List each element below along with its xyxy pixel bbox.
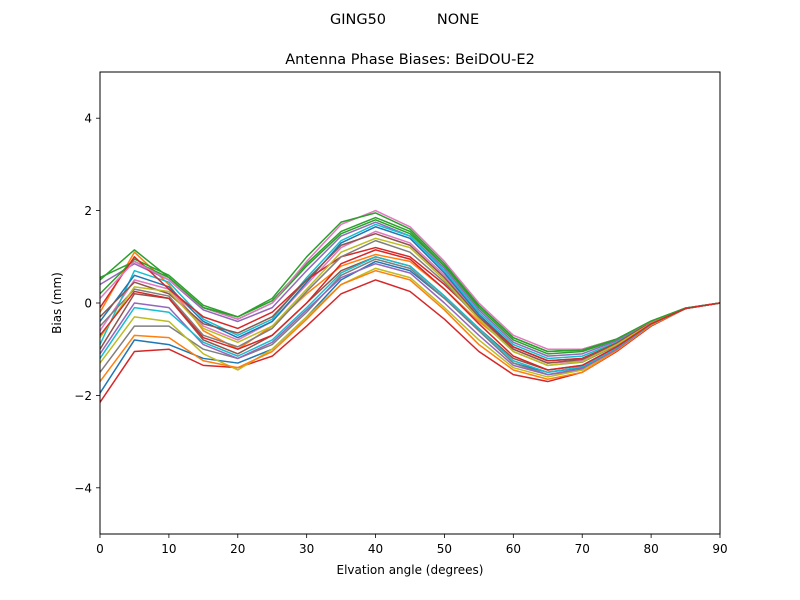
- x-tick-label: 20: [230, 542, 245, 556]
- y-tick-label: 4: [84, 112, 92, 126]
- y-tick-label: −2: [74, 389, 92, 403]
- y-tick-label: −4: [74, 481, 92, 495]
- chart-title: Antenna Phase Biases: BeiDOU-E2: [285, 52, 535, 68]
- y-tick-label: 2: [84, 204, 92, 218]
- x-tick-label: 70: [575, 542, 590, 556]
- series-line-21: [99, 212, 721, 353]
- series-line-19: [99, 237, 721, 367]
- x-axis-ticks: 0 10 20 30 40 50 60 70 80 90: [96, 534, 728, 556]
- station-label: GING50: [330, 12, 386, 28]
- series-line-16: [99, 232, 721, 364]
- series-line-15: [99, 262, 721, 376]
- model-label: NONE: [437, 12, 479, 28]
- x-tick-label: 90: [712, 542, 727, 556]
- x-tick-label: 0: [96, 542, 104, 556]
- y-axis-ticks: −4 −2 0 2 4: [74, 112, 100, 495]
- x-tick-label: 30: [299, 542, 314, 556]
- x-tick-label: 80: [643, 542, 658, 556]
- series-line-4: [99, 279, 721, 403]
- y-axis-label: Bias (mm): [50, 272, 64, 334]
- x-tick-label: 10: [161, 542, 176, 556]
- series-line-10: [99, 223, 721, 360]
- series-line-12: [99, 269, 721, 382]
- x-tick-label: 40: [368, 542, 383, 556]
- x-axis-label: Elvation angle (degrees): [337, 563, 484, 577]
- series-lines: [99, 209, 721, 403]
- series-line-20: [99, 256, 721, 374]
- series-line-22: [99, 249, 721, 371]
- x-tick-label: 60: [506, 542, 521, 556]
- series-line-18: [99, 239, 721, 367]
- y-tick-label: 0: [84, 297, 92, 311]
- x-tick-label: 50: [437, 542, 452, 556]
